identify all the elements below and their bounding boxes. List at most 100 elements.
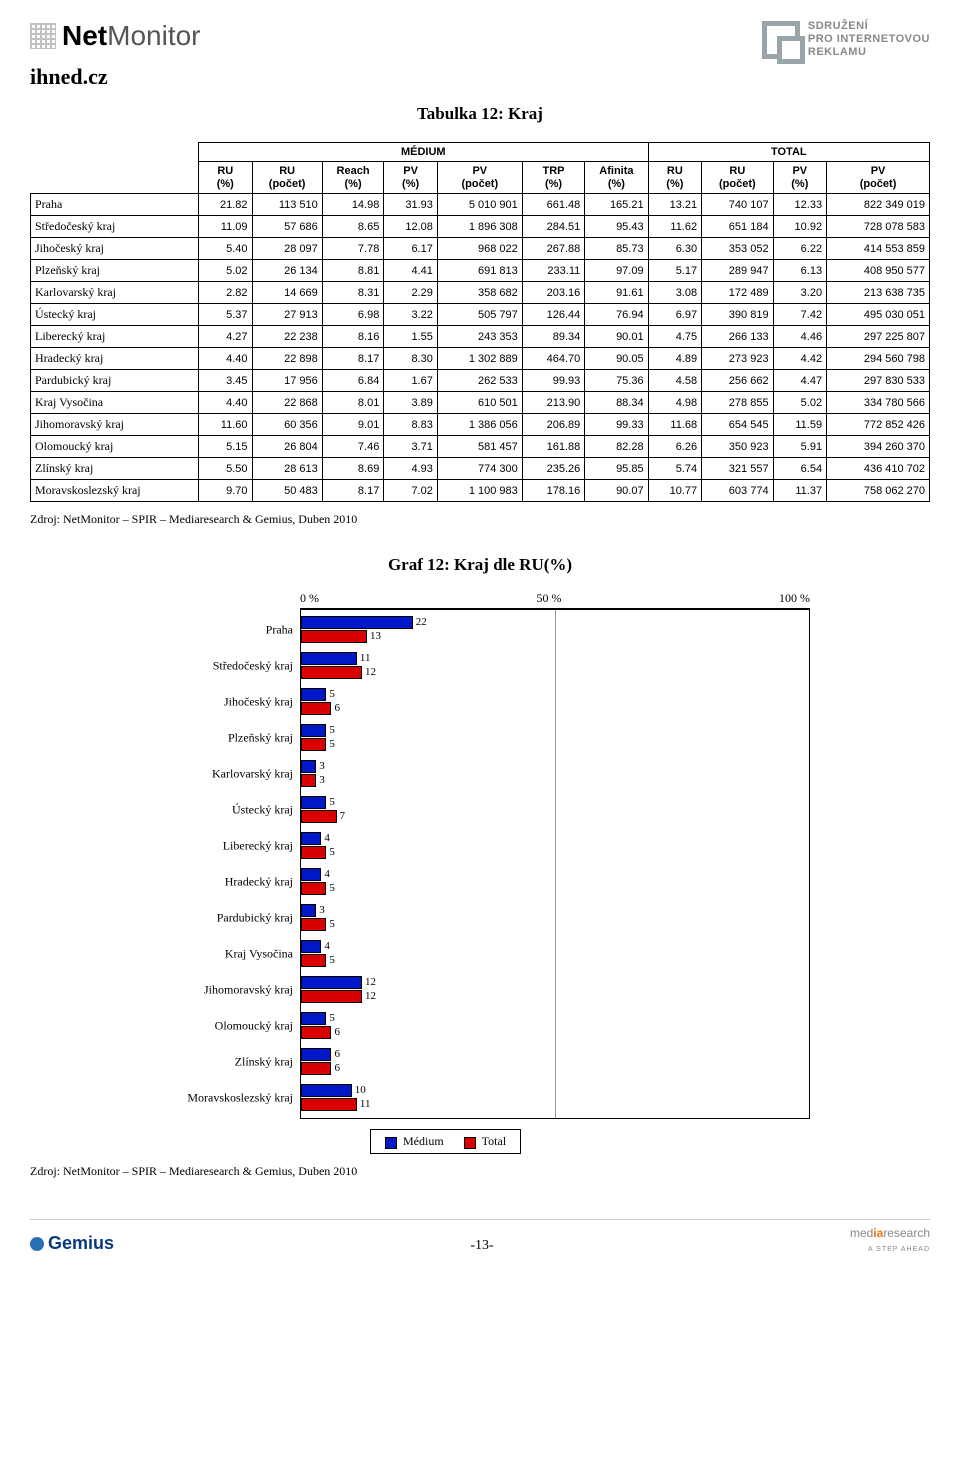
cell: 4.98 xyxy=(648,392,702,414)
cell: 6.54 xyxy=(773,458,827,480)
table-row: Moravskoslezský kraj9.7050 4838.177.021 … xyxy=(31,480,930,502)
bar-medium: 10 xyxy=(301,1084,352,1097)
chart-ticks: 0 %50 %100 % xyxy=(300,591,810,606)
cell: 6.17 xyxy=(384,238,438,260)
chart-axis: 0 %50 %100 % xyxy=(150,591,810,606)
swatch-total xyxy=(464,1137,476,1149)
col-header: RU(počet) xyxy=(702,162,773,194)
bar-value: 4 xyxy=(320,868,330,881)
chart-title: Graf 12: Kraj dle RU(%) xyxy=(30,555,930,575)
cell: 4.93 xyxy=(384,458,438,480)
table-row: Jihočeský kraj5.4028 0977.786.17968 0222… xyxy=(31,238,930,260)
cell: 758 062 270 xyxy=(827,480,930,502)
row-label: Jihočeský kraj xyxy=(31,238,199,260)
chart-category: Hradecký kraj45 xyxy=(301,864,809,900)
bar-total: 3 xyxy=(301,774,316,787)
bar-value: 22 xyxy=(412,616,427,629)
bar-value: 4 xyxy=(320,832,330,845)
cell: 505 797 xyxy=(437,304,522,326)
row-label: Pardubický kraj xyxy=(31,370,199,392)
cell: 691 813 xyxy=(437,260,522,282)
spir-line2: PRO INTERNETOVOU xyxy=(808,33,930,45)
cell: 297 225 807 xyxy=(827,326,930,348)
cell: 11.62 xyxy=(648,216,702,238)
cell: 8.65 xyxy=(322,216,384,238)
cell: 165.21 xyxy=(585,194,648,216)
cell: 654 545 xyxy=(702,414,773,436)
bar-medium: 3 xyxy=(301,904,316,917)
cell: 4.40 xyxy=(199,392,253,414)
table-body: Praha21.82113 51014.9831.935 010 901661.… xyxy=(31,194,930,502)
cell: 1 896 308 xyxy=(437,216,522,238)
bar-total: 12 xyxy=(301,666,362,679)
cell: 1.67 xyxy=(384,370,438,392)
legend-total: Total xyxy=(464,1134,507,1149)
bar-medium: 11 xyxy=(301,652,357,665)
chart-category-label: Plzeňský kraj xyxy=(151,731,301,746)
bar-medium: 6 xyxy=(301,1048,331,1061)
spir-logo: SDRUŽENÍ PRO INTERNETOVOU REKLAMU xyxy=(762,20,930,60)
page-header: NetMonitor SDRUŽENÍ PRO INTERNETOVOU REK… xyxy=(30,20,930,60)
gemius-logo: Gemius xyxy=(30,1233,114,1254)
source-text-2: Zdroj: NetMonitor – SPIR – Mediaresearch… xyxy=(30,1164,930,1179)
group-medium: MÉDIUM xyxy=(199,142,649,162)
cell: 581 457 xyxy=(437,436,522,458)
table-row: Středočeský kraj11.0957 6868.6512.081 89… xyxy=(31,216,930,238)
col-header: PV(počet) xyxy=(437,162,522,194)
cell: 1 386 056 xyxy=(437,414,522,436)
bar-value: 10 xyxy=(351,1084,366,1097)
cell: 161.88 xyxy=(522,436,585,458)
cell: 495 030 051 xyxy=(827,304,930,326)
cell: 4.47 xyxy=(773,370,827,392)
cell: 728 078 583 xyxy=(827,216,930,238)
cell: 5.50 xyxy=(199,458,253,480)
chart-category: Zlínský kraj66 xyxy=(301,1044,809,1080)
bar-total: 5 xyxy=(301,846,326,859)
logo-monitor: Monitor xyxy=(107,20,200,51)
cell: 11.59 xyxy=(773,414,827,436)
cell: 82.28 xyxy=(585,436,648,458)
cell: 99.33 xyxy=(585,414,648,436)
bar-value: 5 xyxy=(325,918,335,931)
cell: 6.98 xyxy=(322,304,384,326)
col-header: RU(%) xyxy=(199,162,253,194)
cell: 6.30 xyxy=(648,238,702,260)
cell: 97.09 xyxy=(585,260,648,282)
table-row: Liberecký kraj4.2722 2388.161.55243 3538… xyxy=(31,326,930,348)
site-name: ihned.cz xyxy=(30,64,930,90)
bar-total: 5 xyxy=(301,954,326,967)
chart-category-label: Olomoucký kraj xyxy=(151,1019,301,1034)
cell: 3.71 xyxy=(384,436,438,458)
table-row: Plzeňský kraj5.0226 1348.814.41691 81323… xyxy=(31,260,930,282)
cell: 2.82 xyxy=(199,282,253,304)
cell: 75.36 xyxy=(585,370,648,392)
cell: 10.92 xyxy=(773,216,827,238)
chart-category: Moravskoslezský kraj1011 xyxy=(301,1080,809,1116)
cell: 256 662 xyxy=(702,370,773,392)
bar-value: 6 xyxy=(330,1048,340,1061)
bar-medium: 5 xyxy=(301,688,326,701)
bar-value: 5 xyxy=(325,738,335,751)
cell: 233.11 xyxy=(522,260,585,282)
bar-value: 11 xyxy=(356,652,371,665)
bar-medium: 22 xyxy=(301,616,413,629)
cell: 12.33 xyxy=(773,194,827,216)
col-header: PV(%) xyxy=(384,162,438,194)
axis-tick: 50 % xyxy=(537,591,562,606)
spir-text: SDRUŽENÍ PRO INTERNETOVOU REKLAMU xyxy=(808,20,930,60)
chart-category: Středočeský kraj1112 xyxy=(301,648,809,684)
cell: 4.75 xyxy=(648,326,702,348)
bar-total: 7 xyxy=(301,810,337,823)
bar-medium: 5 xyxy=(301,1012,326,1025)
table-row: Karlovarský kraj2.8214 6698.312.29358 68… xyxy=(31,282,930,304)
row-label: Karlovarský kraj xyxy=(31,282,199,304)
bar-value: 5 xyxy=(325,1012,335,1025)
bar-total: 13 xyxy=(301,630,367,643)
bar-value: 5 xyxy=(325,954,335,967)
cell: 1 302 889 xyxy=(437,348,522,370)
row-label: Kraj Vysočina xyxy=(31,392,199,414)
cell: 14.98 xyxy=(322,194,384,216)
bar-medium: 5 xyxy=(301,724,326,737)
bar-medium: 4 xyxy=(301,832,321,845)
cell: 294 560 798 xyxy=(827,348,930,370)
